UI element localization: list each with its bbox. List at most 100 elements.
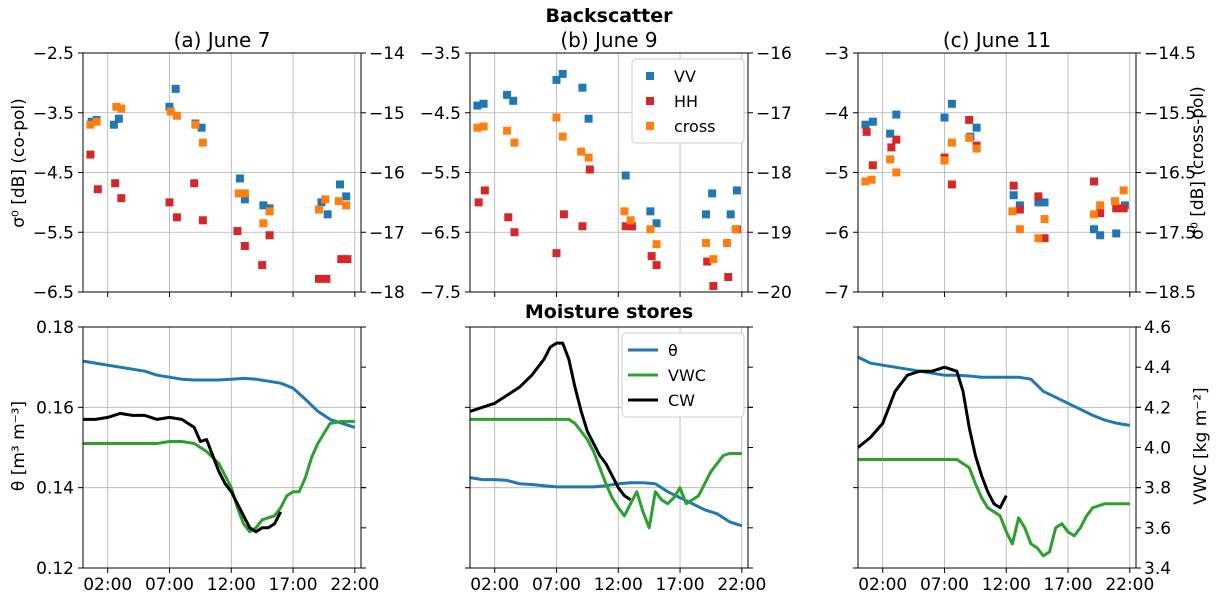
tick-label-x: 02:00: [470, 575, 519, 593]
marker-vv: [1089, 225, 1098, 234]
marker-vv: [947, 99, 956, 108]
y-axis-label-theta: θ [m³ m⁻³]: [9, 401, 29, 491]
marker-vv: [701, 210, 710, 219]
marker-hh: [703, 257, 712, 266]
tick-label-right: −16: [369, 164, 405, 184]
marker-cross: [552, 113, 561, 122]
marker-cross: [342, 201, 351, 210]
marker-vv: [240, 195, 249, 204]
marker-hh: [233, 227, 242, 236]
marker-vv: [868, 117, 877, 126]
marker-cross: [259, 219, 268, 228]
marker-cross: [731, 225, 740, 234]
tick-label-right: 4.6: [1144, 318, 1171, 338]
panel-4: 0.12 0.14 0.16 0.18 02:00 07:00 12:00 17:00 22:0…: [36, 318, 379, 593]
marker-hh: [480, 186, 489, 195]
marker-cross: [479, 122, 488, 131]
marker-vv: [886, 129, 895, 138]
tick-label-right: −17: [756, 104, 792, 124]
legend-label: θ: [668, 341, 678, 360]
marker-vv: [708, 189, 717, 198]
tick-label-x: 17:00: [1044, 575, 1093, 593]
marker-cross: [886, 155, 895, 164]
marker-cross: [503, 126, 512, 135]
tick-label-left: −6: [824, 223, 849, 243]
legend-label: VWC: [668, 366, 706, 385]
tick-label-right: −19: [756, 223, 792, 243]
tick-label-x: 22:00: [717, 575, 766, 593]
line-vwc: [83, 419, 355, 534]
tick-label-right: −14: [369, 44, 405, 64]
marker-vv: [558, 69, 567, 78]
marker-vv: [732, 186, 741, 195]
marker-hh: [474, 198, 483, 207]
legend-label: HH: [674, 92, 698, 111]
row-title-backscatter: Backscatter: [545, 5, 673, 27]
marker-vv: [235, 174, 244, 183]
marker-cross: [965, 133, 974, 142]
marker-cross: [626, 216, 635, 225]
marker-vv: [972, 123, 981, 132]
marker-cross: [940, 156, 949, 165]
marker-cross: [1034, 234, 1043, 243]
plot-frame: [82, 326, 362, 569]
line-theta: [82, 359, 356, 429]
tick-label-left: −3.5: [420, 44, 461, 64]
tick-label-x: 22:00: [1105, 575, 1154, 593]
marker-hh: [1034, 192, 1043, 201]
marker-vv: [165, 102, 174, 111]
tick-label-right: 4.4: [1144, 358, 1171, 378]
marker-hh: [621, 222, 630, 231]
marker-hh: [1009, 181, 1018, 190]
marker-cross: [861, 177, 870, 186]
plot-frame: [857, 52, 1137, 293]
marker-cross: [334, 197, 343, 206]
marker-cross: [314, 205, 323, 214]
marker-cross: [234, 189, 243, 198]
tick-label-left: −5: [824, 164, 849, 184]
marker-vv: [940, 113, 949, 122]
marker-vv: [473, 101, 482, 110]
marker-hh: [1119, 204, 1128, 213]
marker-vv: [1112, 229, 1121, 238]
tick-label-x: 17:00: [269, 575, 318, 593]
tick-label-right: −17: [369, 223, 405, 243]
marker-cross: [1015, 225, 1024, 234]
tick-label-right: −14.5: [1144, 44, 1196, 64]
marker-hh: [510, 228, 519, 237]
tick-label-x: 12:00: [594, 575, 643, 593]
tick-label-left: 0.12: [36, 559, 74, 579]
y-axis-label-copol: σ⁰ [dB] (co-pol): [9, 98, 29, 228]
marker-hh: [965, 115, 974, 124]
marker-hh: [93, 185, 102, 194]
tick-label-right: −18: [756, 164, 792, 184]
marker-vv: [1040, 198, 1049, 207]
marker-cross: [1089, 210, 1098, 219]
line-vwc: [470, 417, 742, 530]
tick-label-x: 02:00: [858, 575, 907, 593]
tick-label-left: −4.5: [420, 104, 461, 124]
marker-hh: [1089, 177, 1098, 186]
marker-vv: [509, 96, 518, 105]
marker-cross: [265, 207, 274, 216]
y-axis-label-vwc: VWC [kg m⁻²]: [1191, 387, 1211, 504]
marker-cross: [722, 239, 731, 248]
marker-hh: [724, 273, 733, 282]
tick-label-right: −20: [756, 283, 792, 303]
marker-hh: [892, 135, 901, 144]
marker-vv: [503, 90, 512, 99]
marker-hh: [868, 161, 877, 170]
marker-vv: [171, 84, 180, 93]
plot-frame: [469, 326, 749, 569]
tick-label-x: 02:00: [83, 575, 132, 593]
line-theta: [857, 355, 1131, 427]
marker-vv: [1015, 201, 1024, 210]
marker-hh: [1112, 204, 1121, 213]
marker-cross: [321, 195, 330, 204]
marker-cross: [166, 107, 175, 116]
marker-cross: [1119, 186, 1128, 195]
marker-cross: [198, 138, 207, 147]
tick-label-left: −5.5: [33, 223, 74, 243]
marker-hh: [1040, 234, 1049, 243]
tick-label-x: 07:00: [920, 575, 969, 593]
